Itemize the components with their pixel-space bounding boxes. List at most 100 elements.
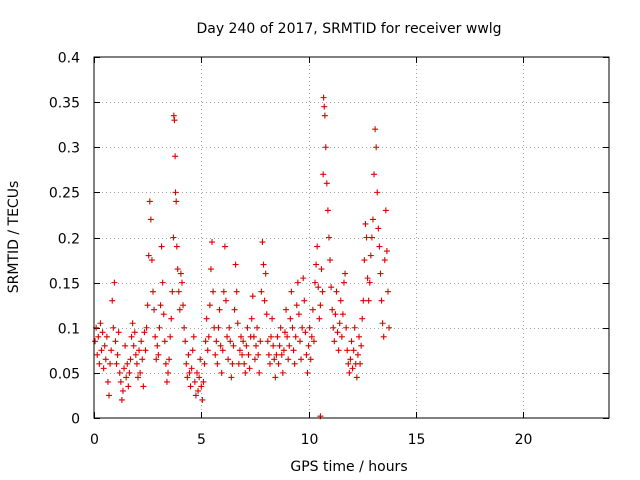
data-point: [298, 356, 305, 363]
data-point: [98, 347, 105, 354]
data-point: [384, 288, 391, 295]
data-point: [140, 383, 147, 390]
data-point: [115, 329, 122, 336]
data-point: [155, 351, 162, 358]
data-point: [307, 356, 314, 363]
data-point: [124, 360, 131, 367]
data-point: [319, 288, 326, 295]
data-point: [161, 338, 168, 345]
data-point: [258, 288, 265, 295]
data-point: [128, 333, 135, 340]
data-point: [328, 284, 335, 291]
data-point: [106, 392, 113, 399]
data-point: [236, 347, 243, 354]
data-point: [266, 360, 273, 367]
data-point: [210, 288, 217, 295]
x-tick-labels: 0 5 10 15 20: [90, 432, 532, 448]
data-point: [231, 306, 238, 313]
data-point: [142, 347, 149, 354]
y-tick-label: 0.4: [58, 51, 80, 67]
data-point: [92, 338, 99, 345]
data-point: [373, 144, 380, 151]
data-point: [123, 374, 130, 381]
data-point: [276, 342, 283, 349]
data-point: [162, 360, 169, 367]
data-point: [371, 171, 378, 178]
data-point: [241, 360, 248, 367]
data-point: [251, 356, 258, 363]
data-point: [196, 374, 203, 381]
data-point: [245, 351, 252, 358]
chart-title: Day 240 of 2017, SRMTID for receiver wwl…: [196, 21, 501, 37]
x-axis-label: GPS time / hours: [290, 459, 407, 475]
data-point: [271, 356, 278, 363]
data-point: [197, 356, 204, 363]
data-point: [259, 239, 266, 246]
data-point: [112, 338, 119, 345]
data-point: [151, 306, 158, 313]
data-point: [184, 374, 191, 381]
data-point: [131, 329, 138, 336]
data-point: [256, 369, 263, 376]
data-point: [144, 302, 151, 309]
data-point: [121, 365, 128, 372]
y-tick-label: 0.1: [58, 322, 80, 338]
data-point: [367, 252, 374, 259]
data-point: [364, 275, 371, 282]
data-point: [166, 356, 173, 363]
data-point: [209, 239, 216, 246]
data-point: [273, 351, 280, 358]
data-point: [386, 324, 393, 331]
data-point: [278, 351, 285, 358]
data-point: [148, 257, 155, 264]
data-point: [110, 324, 117, 331]
data-point: [381, 257, 388, 264]
data-point: [288, 288, 295, 295]
data-point: [132, 351, 139, 358]
data-point: [257, 338, 264, 345]
data-point: [129, 320, 136, 327]
data-point: [280, 347, 287, 354]
data-point: [234, 320, 241, 327]
data-point: [141, 329, 148, 336]
data-point: [333, 288, 340, 295]
data-point: [279, 369, 286, 376]
data-point: [316, 315, 323, 322]
data-point: [290, 347, 297, 354]
data-point: [304, 369, 311, 376]
data-point: [318, 266, 325, 273]
data-point: [102, 356, 109, 363]
data-point: [170, 234, 177, 241]
data-point: [339, 311, 346, 318]
data-point: [172, 153, 179, 160]
data-point: [212, 351, 219, 358]
data-point: [117, 378, 124, 385]
data-point: [163, 378, 170, 385]
data-point: [248, 315, 255, 322]
data-points: [92, 94, 393, 420]
data-point: [222, 297, 229, 304]
data-point: [314, 243, 321, 250]
data-point: [303, 351, 310, 358]
data-point: [269, 315, 276, 322]
data-point: [268, 333, 275, 340]
data-point: [100, 365, 107, 372]
data-point: [99, 329, 106, 336]
data-point: [243, 342, 250, 349]
data-point: [383, 248, 390, 255]
data-point: [321, 103, 328, 110]
y-axis-label: SRMTID / TECUs: [6, 181, 22, 294]
data-point: [103, 333, 110, 340]
data-point: [382, 207, 389, 214]
data-point: [182, 338, 189, 345]
data-point: [232, 261, 239, 268]
y-tick-label: 0: [71, 412, 80, 428]
data-point: [125, 383, 132, 390]
data-point: [270, 342, 277, 349]
y-tick-label: 0.2: [58, 232, 80, 248]
data-point: [264, 338, 271, 345]
data-point: [275, 360, 282, 367]
data-point: [329, 306, 336, 313]
